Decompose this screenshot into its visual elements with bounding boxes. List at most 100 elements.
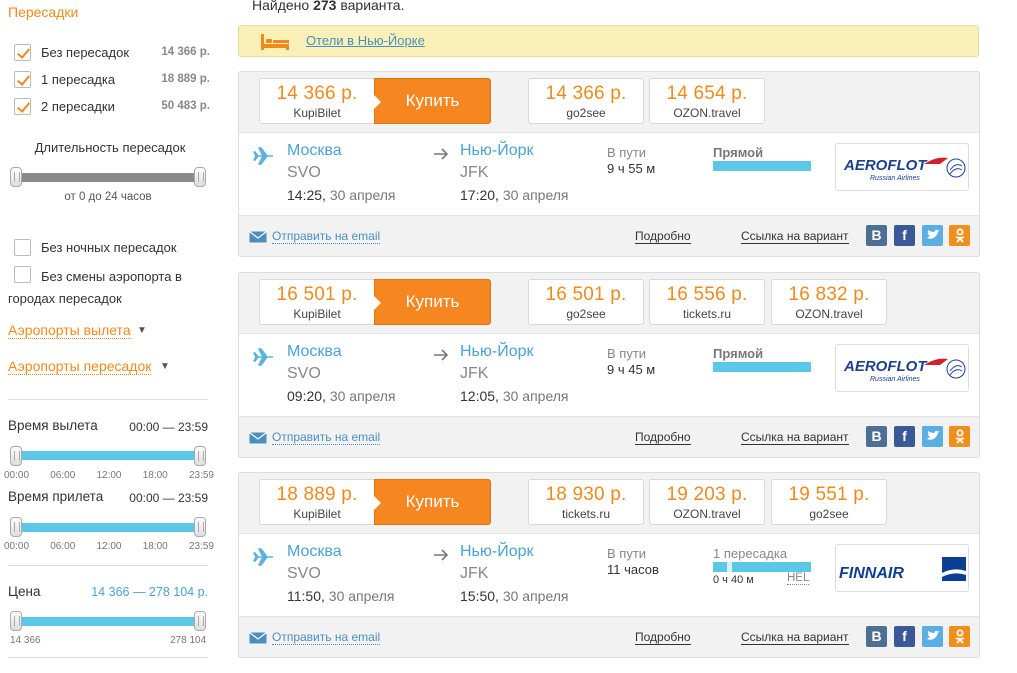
offer-3[interactable]: 19 551 р. go2see bbox=[771, 479, 887, 525]
duration-slider-max-handle[interactable] bbox=[194, 167, 206, 187]
variant-link[interactable]: Ссылка на вариант bbox=[741, 430, 849, 445]
twitter-share-icon[interactable] bbox=[922, 626, 943, 647]
layover-airport[interactable]: HEL bbox=[787, 572, 810, 585]
checkbox[interactable] bbox=[14, 43, 31, 61]
offer-2[interactable]: 14 654 р. OZON.travel bbox=[649, 78, 765, 124]
filter-no-night[interactable]: Без ночных пересадок bbox=[14, 238, 210, 256]
arrow-right-icon bbox=[434, 549, 449, 561]
main-offer[interactable]: 16 501 р. KupiBilet bbox=[259, 279, 375, 325]
vk-share-icon[interactable]: B bbox=[866, 626, 887, 647]
offer-3[interactable]: 16 832 р. OZON.travel bbox=[771, 279, 887, 325]
offer-price: 19 551 р. bbox=[788, 484, 870, 505]
offer-price: 14 366 р. bbox=[545, 83, 627, 104]
stops-label: Прямой bbox=[713, 145, 764, 160]
layover-gap bbox=[727, 562, 732, 572]
divider bbox=[8, 657, 208, 658]
duration-slider-min-handle[interactable] bbox=[10, 167, 22, 187]
odnoklassniki-share-icon[interactable] bbox=[949, 626, 970, 647]
buy-button[interactable]: Купить bbox=[374, 78, 491, 124]
twitter-share-icon[interactable] bbox=[922, 426, 943, 447]
offer-seller: OZON.travel bbox=[673, 106, 741, 120]
arrival-city: Нью-Йорк bbox=[460, 543, 534, 560]
filter-label: 1 пересадка bbox=[41, 71, 116, 87]
arrival-time-min-handle[interactable] bbox=[10, 517, 22, 537]
departure-airports-dropdown[interactable]: Аэропорты вылета bbox=[8, 322, 131, 339]
departure-city: Москва bbox=[287, 142, 342, 159]
details-link[interactable]: Подробно bbox=[635, 430, 691, 445]
divider bbox=[8, 399, 208, 400]
main-price: 16 501 р. bbox=[276, 284, 358, 305]
email-icon bbox=[249, 432, 267, 444]
duration-label: В пути bbox=[607, 546, 647, 561]
send-email-link[interactable]: Отправить на email bbox=[272, 430, 381, 445]
main-offer[interactable]: 18 889 р. KupiBilet bbox=[259, 479, 375, 525]
offer-2[interactable]: 16 556 р. tickets.ru bbox=[649, 279, 765, 325]
send-email-link[interactable]: Отправить на email bbox=[272, 229, 381, 244]
vk-share-icon[interactable]: B bbox=[866, 426, 887, 447]
price-slider-max-handle[interactable] bbox=[194, 611, 206, 631]
price-min-label: 14 366 bbox=[10, 635, 41, 646]
filter-two-transfers[interactable]: 2 пересадки 50 483 р. bbox=[14, 97, 210, 115]
send-email-link[interactable]: Отправить на email bbox=[272, 630, 381, 645]
departure-time-max-handle[interactable] bbox=[194, 446, 206, 466]
departure-time-min-handle[interactable] bbox=[10, 446, 22, 466]
departure-time-label: Время вылета bbox=[8, 418, 98, 433]
result-card: 14 366 р. KupiBilet Купить 14 366 р. go2… bbox=[238, 71, 980, 257]
twitter-share-icon[interactable] bbox=[922, 225, 943, 246]
offers-row: 18 889 р. KupiBilet Купить 18 930 р. tic… bbox=[239, 473, 979, 533]
offer-1[interactable]: 14 366 р. go2see bbox=[528, 78, 644, 124]
hotels-link[interactable]: Отели в Нью-Йорке bbox=[306, 33, 425, 48]
arrival-time-value: 00:00 — 23:59 bbox=[129, 491, 208, 505]
facebook-share-icon[interactable]: f bbox=[894, 225, 915, 246]
price-slider-track[interactable] bbox=[14, 617, 204, 626]
filter-no-airport-change[interactable] bbox=[14, 265, 210, 283]
main-offer[interactable]: 14 366 р. KupiBilet bbox=[259, 78, 375, 124]
tick-label: 18:00 bbox=[142, 541, 168, 552]
offer-2[interactable]: 19 203 р. OZON.travel bbox=[649, 479, 765, 525]
buy-button[interactable]: Купить bbox=[374, 279, 491, 325]
offer-1[interactable]: 16 501 р. go2see bbox=[528, 279, 644, 325]
offer-1[interactable]: 18 930 р. tickets.ru bbox=[528, 479, 644, 525]
price-label: Цена bbox=[8, 584, 41, 599]
departure-date: 30 апреля bbox=[329, 187, 396, 203]
variant-link[interactable]: Ссылка на вариант bbox=[741, 630, 849, 645]
airline-logo: AEROFLOT Russian Airlines bbox=[835, 143, 969, 191]
checkbox[interactable] bbox=[14, 97, 31, 115]
details-link[interactable]: Подробно bbox=[635, 229, 691, 244]
checkbox[interactable] bbox=[14, 238, 31, 256]
variant-link[interactable]: Ссылка на вариант bbox=[741, 229, 849, 244]
odnoklassniki-share-icon[interactable] bbox=[949, 426, 970, 447]
tick-label: 23:59 bbox=[188, 541, 214, 552]
svg-text:Russian Airlines: Russian Airlines bbox=[870, 175, 920, 182]
checkbox[interactable] bbox=[14, 265, 31, 283]
facebook-share-icon[interactable]: f bbox=[894, 626, 915, 647]
arrival-time-max-handle[interactable] bbox=[194, 517, 206, 537]
arrival-airport-code: JFK bbox=[460, 365, 489, 382]
main-seller: KupiBilet bbox=[293, 106, 341, 120]
checkbox[interactable] bbox=[14, 70, 31, 88]
vk-share-icon[interactable]: B bbox=[866, 225, 887, 246]
bird-icon bbox=[926, 229, 940, 239]
duration-label: В пути bbox=[607, 346, 647, 361]
filter-one-transfer[interactable]: 1 пересадка 18 889 р. bbox=[14, 70, 210, 88]
departure-time: 11:50 bbox=[287, 588, 321, 604]
tick-label: 23:59 bbox=[188, 470, 214, 481]
stops-label: Прямой bbox=[713, 346, 764, 361]
facebook-share-icon[interactable]: f bbox=[894, 426, 915, 447]
duration-slider-track[interactable] bbox=[14, 173, 204, 182]
details-link[interactable]: Подробно bbox=[635, 630, 691, 645]
odnoklassniki-share-icon[interactable] bbox=[949, 225, 970, 246]
filter-no-transfers[interactable]: Без пересадок 14 366 р. bbox=[14, 43, 210, 61]
departure-datetime: 11:50, 30 апреля bbox=[287, 588, 395, 604]
svg-text:AEROFLOT: AEROFLOT bbox=[843, 157, 928, 174]
duration-value: 9 ч 45 м bbox=[607, 362, 656, 377]
departure-time-slider-track[interactable] bbox=[14, 451, 204, 460]
buy-button[interactable]: Купить bbox=[374, 479, 491, 525]
card-actions: Отправить на email Подробно Ссылка на ва… bbox=[239, 618, 979, 658]
main-price: 18 889 р. bbox=[276, 484, 358, 505]
arrival-time-slider-track[interactable] bbox=[14, 523, 204, 532]
price-slider-min-handle[interactable] bbox=[10, 611, 22, 631]
arrow-right-icon bbox=[434, 349, 449, 361]
departure-city: Москва bbox=[287, 543, 342, 560]
transfer-airports-dropdown[interactable]: Аэропорты пересадок bbox=[8, 358, 152, 375]
